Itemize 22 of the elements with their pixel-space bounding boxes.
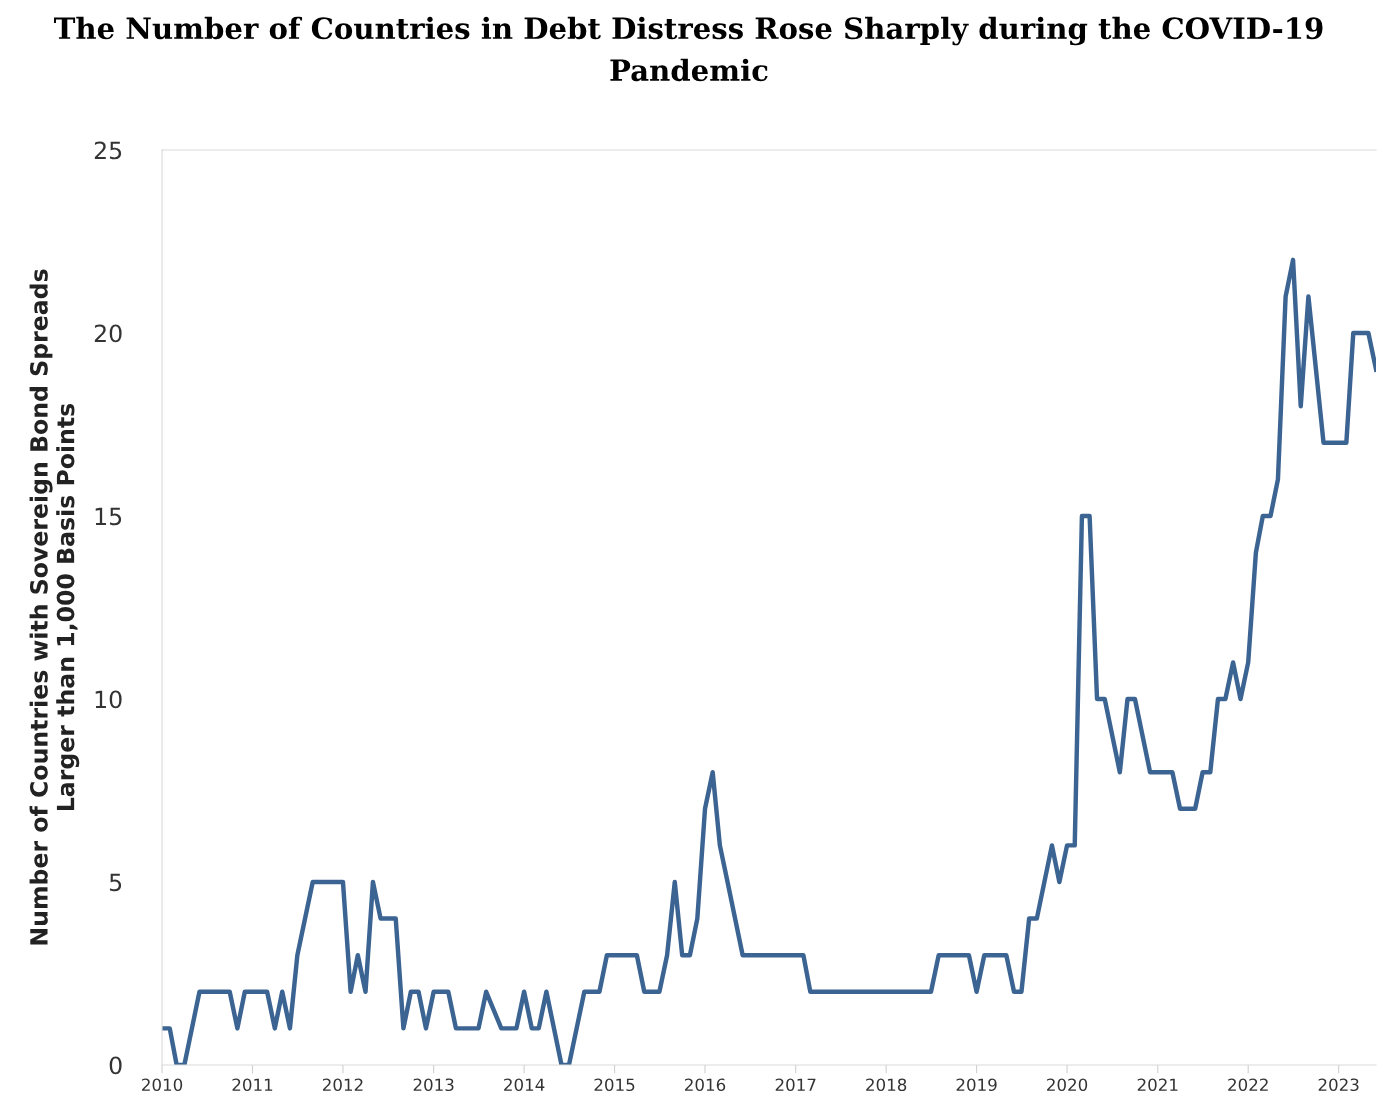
x-tick-label: 2015	[594, 1078, 635, 1092]
x-tick-label: 2014	[504, 1078, 545, 1092]
y-tick-label: 5	[109, 873, 122, 892]
x-tick-label: 2021	[1137, 1078, 1178, 1092]
x-tick-label: 2023	[1318, 1078, 1359, 1092]
x-tick-label: 2012	[322, 1078, 363, 1092]
y-tick-label: 15	[95, 507, 122, 526]
y-tick-label: 25	[94, 141, 122, 160]
y-axis-title: Number of Countries with Sovereign Bond Spreads Larger than 1,000 Basis Points	[29, 269, 80, 945]
x-tick-label: 2011	[232, 1078, 273, 1092]
chart-title: The Number of Countries in Debt Distress Rose Sharply during the COVID-19 Pandemic	[54, 16, 1323, 82]
x-tick-label: 2018	[866, 1078, 907, 1092]
y-tick-label: 0	[109, 1056, 122, 1075]
x-tick-label: 2013	[413, 1078, 454, 1092]
x-tick-label: 2020	[1047, 1078, 1088, 1092]
y-tick-label: 20	[94, 324, 122, 343]
y-tick-label: 10	[95, 690, 122, 709]
x-tick-label: 2017	[775, 1078, 816, 1092]
x-tick-label: 2019	[956, 1078, 997, 1092]
x-tick-label: 2016	[685, 1078, 726, 1092]
x-tick-label: 2022	[1228, 1078, 1268, 1092]
x-tick-label: 2010	[142, 1078, 183, 1092]
